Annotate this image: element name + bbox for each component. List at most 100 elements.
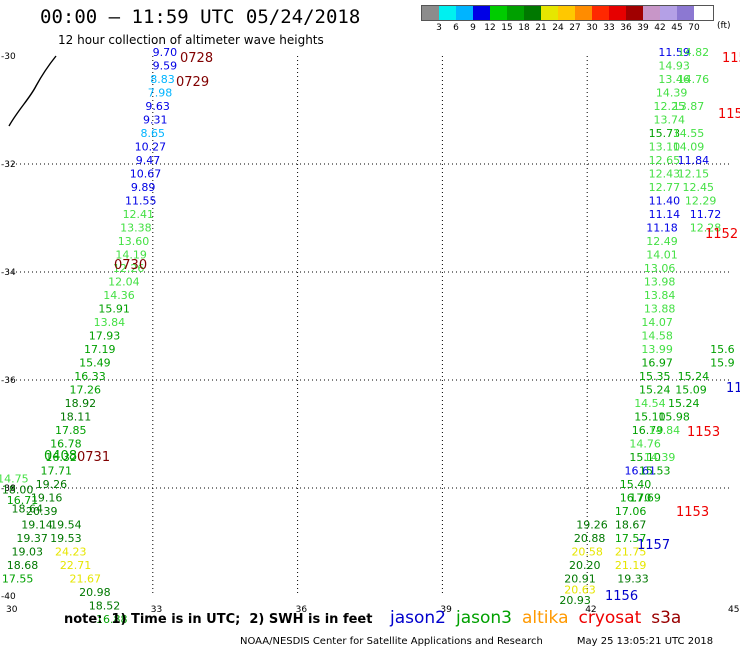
legend-swatch xyxy=(473,6,490,20)
wave-reading: 15.24 xyxy=(678,370,710,383)
wave-reading: 12.77 xyxy=(649,181,681,194)
legend-unit: (ft) xyxy=(717,21,731,31)
legend-swatch xyxy=(558,6,575,20)
wave-reading: 19.54 xyxy=(50,519,82,532)
wave-reading: 12.25 xyxy=(654,100,686,113)
satellite-altika: altika xyxy=(522,608,569,628)
wave-reading: 16.88 xyxy=(96,613,128,626)
wave-reading: 13.46 xyxy=(658,73,690,86)
wave-reading: 20.91 xyxy=(564,573,596,586)
wave-reading: 14.84 xyxy=(649,424,681,437)
wave-reading: 17.26 xyxy=(69,384,101,397)
wave-reading: 17.19 xyxy=(84,343,116,356)
wave-reading: 19.14 xyxy=(21,519,53,532)
wave-reading: 15.73 xyxy=(649,127,681,140)
wave-reading: 14.75 xyxy=(0,473,29,486)
wave-reading: 14.58 xyxy=(641,330,673,343)
wave-reading: 15.24 xyxy=(668,397,700,410)
wave-reading: 20.63 xyxy=(564,583,596,596)
wave-reading: 17.06 xyxy=(615,505,647,518)
legend-swatch xyxy=(677,6,694,20)
wave-reading: 12.41 xyxy=(123,208,155,221)
wave-reading: 18.52 xyxy=(89,600,121,613)
wave-reading: 24.23 xyxy=(55,546,87,559)
legend-tick-label: 21 xyxy=(535,23,547,33)
wave-reading: 19.53 xyxy=(50,532,82,545)
axis-labels: 30 33 36 39 42 45 -30 -32 -34 -36 -38 -40 xyxy=(1,52,739,615)
legend-tick-label: 12 xyxy=(484,23,496,33)
wave-reading: 12.28 xyxy=(690,222,722,235)
wave-reading: 7.98 xyxy=(148,87,173,100)
legend-swatches xyxy=(421,5,714,21)
wave-reading: 12.43 xyxy=(649,168,681,181)
wave-reading: 15.10 xyxy=(634,411,666,424)
wave-reading: 19.26 xyxy=(36,478,68,491)
time-label-0730: 0730 xyxy=(114,258,147,273)
lat-label: -36 xyxy=(1,376,16,386)
wave-reading: 16.78 xyxy=(50,438,82,451)
legend-tick-label: 30 xyxy=(586,23,598,33)
time-label-0729: 0729 xyxy=(176,75,209,90)
wave-reading: 8.83 xyxy=(150,73,175,86)
wave-reading: 9.89 xyxy=(131,181,156,194)
wave-reading: 13.84 xyxy=(94,316,126,329)
legend-tick-label: 45 xyxy=(671,23,683,33)
satellite-legend: jason2 jason3 altika cryosat s3a xyxy=(390,608,691,628)
footer-credit: NOAA/NESDIS Center for Satellite Applica… xyxy=(240,636,740,647)
wave-reading: 13.10 xyxy=(649,141,681,154)
wave-reading: 15.6 xyxy=(710,343,735,356)
legend-tick-label: 15 xyxy=(501,23,513,33)
wave-reading: 16.33 xyxy=(74,370,106,383)
page-subtitle: 12 hour collection of altimeter wave hei… xyxy=(58,33,324,47)
lat-label: -38 xyxy=(1,484,16,494)
credit-text: NOAA/NESDIS Center for Satellite Applica… xyxy=(240,636,543,647)
wave-reading: 11.14 xyxy=(649,208,681,221)
legend-tick-label: 33 xyxy=(603,23,615,33)
wave-reading: 18.64 xyxy=(12,502,44,515)
wave-reading: 14.93 xyxy=(658,60,690,73)
wave-reading: 9.70 xyxy=(153,46,178,59)
wave-reading: 10.67 xyxy=(130,168,162,181)
wave-reading: 12.65 xyxy=(649,154,681,167)
satellite-jason2: jason2 xyxy=(390,608,446,628)
wave-reading: 14.09 xyxy=(673,141,705,154)
wave-reading: 19.33 xyxy=(617,573,649,586)
time-label-1152: 1152 xyxy=(705,227,738,242)
credit-timestamp: May 25 13:05:21 UTC 2018 xyxy=(576,636,714,647)
wave-reading: 16.70 xyxy=(620,492,652,505)
legend-swatch xyxy=(592,6,609,20)
coastline xyxy=(8,55,57,127)
time-label-1153-low: 1153 xyxy=(676,505,709,520)
wave-reading: 13.87 xyxy=(673,100,705,113)
wave-reading: 18.00 xyxy=(2,483,34,496)
legend-tick-label: 24 xyxy=(552,23,564,33)
legend-tick-label: 18 xyxy=(518,23,530,33)
wave-reading: 15.91 xyxy=(98,303,130,316)
time-label-0408: 0408 xyxy=(44,449,77,464)
time-label-1157: 1157 xyxy=(637,538,670,553)
legend-swatch xyxy=(439,6,456,20)
wave-reading: 12.45 xyxy=(682,181,714,194)
legend-tick-label: 27 xyxy=(569,23,581,33)
wave-reading: 17.71 xyxy=(41,465,73,478)
wave-reading: 9.31 xyxy=(143,114,168,127)
lon-label: 36 xyxy=(296,605,308,615)
wave-reading: 9.63 xyxy=(145,100,170,113)
wave-reading: 16.71 xyxy=(7,494,39,507)
wave-reading: 14.07 xyxy=(641,316,673,329)
wave-reading: 13.88 xyxy=(644,303,676,316)
wave-reading: 14.39 xyxy=(644,451,676,464)
wave-reading: 12.04 xyxy=(108,276,140,289)
wave-reading: 14.39 xyxy=(656,87,688,100)
lon-label: 33 xyxy=(151,605,162,615)
wave-reading: 13.06 xyxy=(644,262,676,275)
wave-reading: 10.27 xyxy=(135,141,167,154)
wave-reading: 14.36 xyxy=(103,289,135,302)
wave-reading: 12.49 xyxy=(646,235,678,248)
wave-reading: 17.57 xyxy=(615,532,647,545)
wave-reading: 11.59 xyxy=(658,46,690,59)
footer-note: note: 1) Time is in UTC; 2) SWH is in fe… xyxy=(64,612,373,627)
wave-reading: 11.84 xyxy=(678,154,710,167)
wave-reading: 22.71 xyxy=(60,559,92,572)
